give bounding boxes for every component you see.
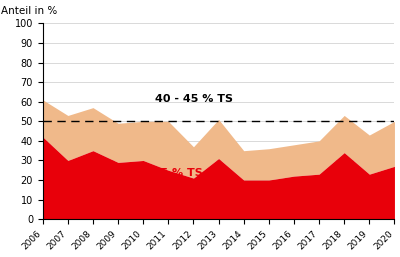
Text: 40 - 45 % TS: 40 - 45 % TS (155, 94, 233, 104)
Text: über 45 % TS: über 45 % TS (120, 168, 203, 178)
Text: Anteil in %: Anteil in % (0, 6, 57, 16)
